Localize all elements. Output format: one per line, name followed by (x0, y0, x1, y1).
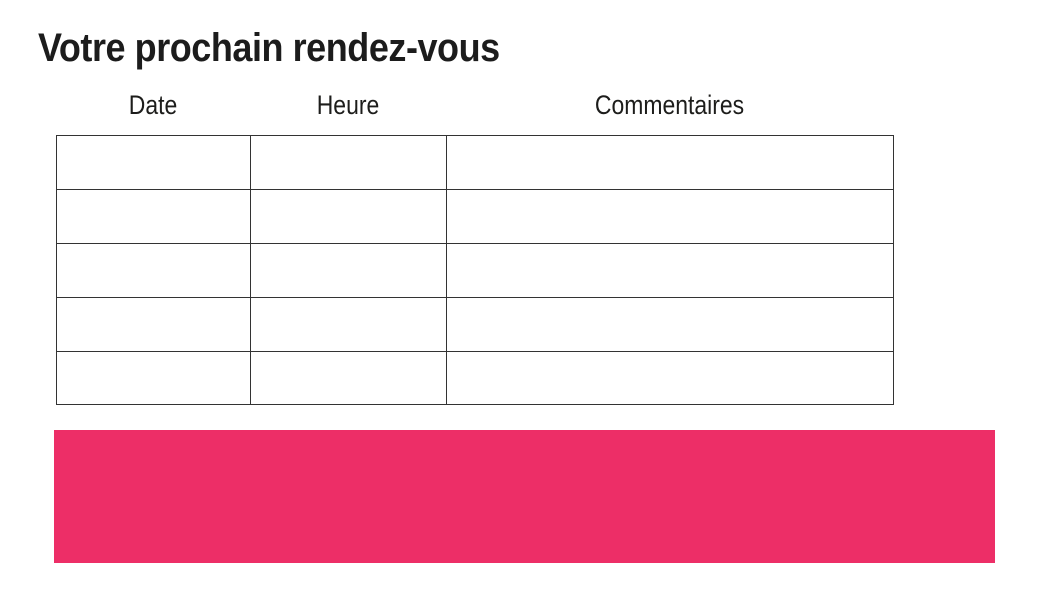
table-cell (446, 135, 894, 190)
table-cell (250, 135, 447, 190)
appointments-table-body (56, 135, 894, 406)
pink-banner (54, 430, 995, 563)
column-header-heure: Heure (316, 90, 380, 120)
table-cell (446, 350, 894, 406)
table-cell (446, 242, 894, 298)
table-column-headers: Date Heure Commentaires (56, 90, 893, 121)
table-row (56, 135, 894, 190)
table-cell (446, 188, 894, 244)
table-cell (56, 135, 251, 190)
column-header-date: Date (128, 90, 178, 120)
table-row (56, 350, 894, 406)
table-cell (250, 350, 447, 406)
table-cell (250, 188, 447, 244)
page-title: Votre prochain rendez-vous (38, 26, 500, 70)
table-row (56, 296, 894, 352)
table-cell (56, 188, 251, 244)
appointments-table (56, 135, 894, 406)
table-cell (56, 242, 251, 298)
table-cell (56, 350, 251, 406)
column-header-commentaires: Commentaires (594, 90, 745, 120)
table-row (56, 242, 894, 298)
table-cell (56, 296, 251, 352)
table-cell (250, 242, 447, 298)
table-cell (250, 296, 447, 352)
table-row (56, 188, 894, 244)
table-cell (446, 296, 894, 352)
